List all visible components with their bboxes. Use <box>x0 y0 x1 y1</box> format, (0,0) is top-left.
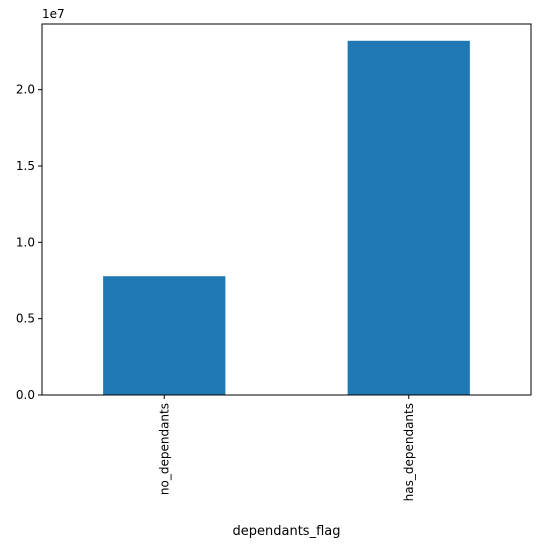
y-tick-label: 0.0 <box>16 388 35 402</box>
y-tick-label: 2.0 <box>16 83 35 97</box>
bar-no_dependants <box>103 276 226 395</box>
x-tick-label: has_dependants <box>402 403 416 501</box>
plot-frame <box>41 23 532 396</box>
y-scale-factor-label: 1e7 <box>42 7 65 21</box>
y-tick-label: 1.0 <box>16 235 35 249</box>
x-axis: no_dependants has_dependants <box>157 395 416 501</box>
bars-group <box>103 40 470 395</box>
x-axis-title: dependants_flag <box>233 524 341 539</box>
y-axis: 0.0 0.5 1.0 1.5 2.0 <box>16 83 42 402</box>
y-tick-label: 0.5 <box>16 312 35 326</box>
x-tick-label: no_dependants <box>157 403 171 495</box>
bar-has_dependants <box>347 40 470 395</box>
y-tick-label: 1.5 <box>16 159 35 173</box>
